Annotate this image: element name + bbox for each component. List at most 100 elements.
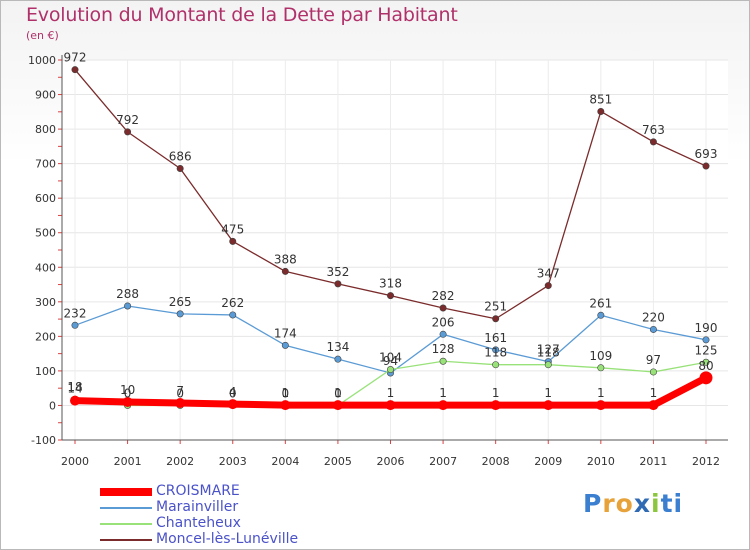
y-tick-label: 800 [35, 123, 56, 136]
data-point [175, 398, 186, 409]
y-tick-label: -100 [31, 434, 56, 447]
data-label: 206 [432, 315, 455, 329]
x-tick-label: 2004 [271, 455, 299, 468]
data-label: 1 [439, 386, 447, 400]
data-point [492, 361, 500, 369]
y-tick-label: 400 [35, 261, 56, 274]
data-label: 1 [492, 386, 500, 400]
data-label: 125 [695, 343, 718, 357]
logo-letter: o [615, 489, 634, 518]
legend-label: Moncel-lès-Lunéville [156, 531, 299, 547]
logo-letter: P [583, 489, 603, 518]
y-tick-label: 700 [35, 158, 56, 171]
data-point [334, 280, 342, 288]
data-point [229, 311, 237, 319]
data-label: 109 [589, 349, 612, 363]
y-tick-label: 0 [49, 399, 56, 412]
data-point [70, 395, 80, 406]
x-tick-label: 2009 [534, 455, 562, 468]
legend-swatch [100, 523, 152, 525]
y-tick-label: 200 [35, 330, 56, 343]
data-point [492, 346, 500, 354]
data-point [544, 361, 552, 369]
data-point [649, 325, 657, 333]
x-tick-label: 2010 [587, 455, 615, 468]
data-point [176, 164, 184, 172]
data-label: 104 [379, 351, 402, 365]
data-label: 0 [176, 386, 184, 400]
data-label: 80 [698, 359, 713, 373]
legend-label: Chanteheux [156, 515, 241, 531]
data-point [438, 400, 449, 411]
data-point [227, 399, 238, 410]
data-label: 118 [484, 346, 507, 360]
x-tick-label: 2008 [482, 455, 510, 468]
data-label: 1 [334, 386, 342, 400]
logo-letter: i [651, 489, 661, 518]
data-point [332, 400, 343, 411]
data-label: 318 [379, 277, 402, 291]
data-label: 161 [484, 331, 507, 345]
data-point [176, 310, 184, 318]
data-label: 262 [221, 296, 244, 310]
data-point [281, 267, 289, 275]
data-point [597, 311, 605, 319]
data-label: 261 [589, 296, 612, 310]
data-label: 763 [642, 123, 665, 137]
data-point [124, 302, 132, 310]
data-point [649, 138, 657, 146]
x-tick-label: 2003 [219, 455, 247, 468]
x-tick-label: 2011 [639, 455, 667, 468]
data-label: 0 [229, 386, 237, 400]
data-label: 282 [432, 289, 455, 303]
data-point [122, 397, 133, 407]
data-point [229, 237, 237, 245]
data-label: 288 [116, 287, 139, 301]
data-point [439, 330, 447, 338]
data-point [699, 371, 713, 385]
x-tick-label: 2005 [324, 455, 352, 468]
data-point [702, 358, 710, 366]
x-tick-label: 2000 [61, 455, 89, 468]
data-point [71, 66, 79, 74]
data-point [281, 341, 289, 349]
logo-letter: x [633, 489, 651, 518]
data-point [334, 355, 342, 363]
data-label: 693 [695, 147, 718, 161]
data-point [490, 400, 501, 411]
data-point [648, 400, 659, 411]
data-label: 97 [646, 353, 661, 367]
data-point [702, 162, 710, 170]
data-label: 4 [229, 385, 237, 399]
data-label: 1 [282, 386, 290, 400]
x-tick-label: 2007 [429, 455, 457, 468]
data-label: 851 [589, 92, 612, 106]
legend-label: Marainviller [156, 499, 239, 515]
data-point [597, 364, 605, 372]
data-point [124, 128, 132, 136]
data-label: 127 [537, 343, 560, 357]
data-label: 190 [695, 321, 718, 335]
data-point [386, 366, 394, 374]
data-point [649, 368, 657, 376]
data-label: 0 [334, 386, 342, 400]
data-label: 686 [169, 149, 192, 163]
x-tick-label: 2012 [692, 455, 720, 468]
y-tick-label: 500 [35, 227, 56, 240]
x-tick-label: 2001 [114, 455, 142, 468]
data-label: 14 [67, 382, 82, 396]
data-label: 251 [484, 300, 507, 314]
data-point [439, 357, 447, 365]
legend-label: CROISMARE [156, 483, 240, 499]
data-label: 475 [221, 222, 244, 236]
logo-letter: r [602, 489, 616, 518]
data-label: 0 [124, 386, 132, 400]
plot-area [62, 60, 728, 440]
y-axis-unit: (en €) [26, 29, 59, 42]
y-tick-label: 300 [35, 296, 56, 309]
data-point [544, 282, 552, 290]
data-label: 10 [120, 383, 135, 397]
legend-swatch [100, 488, 152, 496]
x-tick-label: 2002 [166, 455, 194, 468]
